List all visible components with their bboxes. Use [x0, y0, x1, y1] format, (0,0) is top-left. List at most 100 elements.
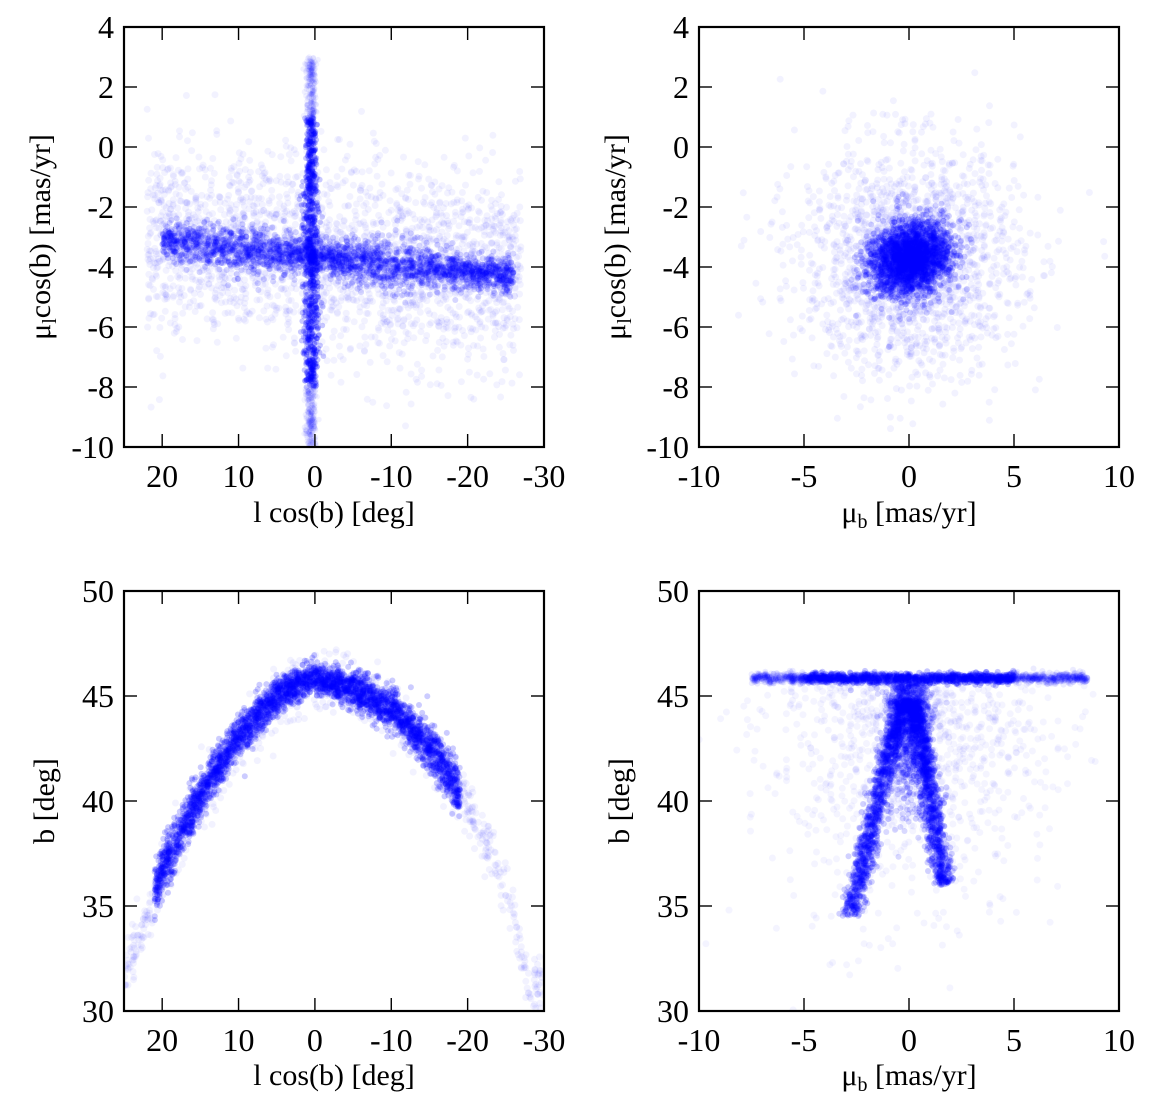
data-point [255, 287, 262, 293]
data-point [465, 254, 473, 262]
data-point [431, 263, 438, 271]
data-point [475, 280, 483, 288]
data-point [230, 299, 238, 307]
data-point [290, 334, 298, 342]
data-point [324, 252, 331, 259]
data-point [178, 170, 186, 178]
data-point [509, 307, 516, 315]
data-point [214, 220, 221, 227]
data-point [458, 197, 466, 205]
data-point [489, 131, 497, 139]
data-point [374, 324, 382, 332]
data-point [264, 244, 272, 252]
data-point [249, 221, 256, 228]
data-point [279, 333, 287, 341]
data-point [482, 221, 490, 229]
data-point [357, 242, 365, 250]
data-point [290, 339, 298, 347]
data-point [220, 236, 227, 243]
data-point [303, 148, 311, 155]
data-point [282, 352, 290, 360]
data-point [458, 278, 466, 286]
data-point [339, 222, 347, 230]
data-point [380, 276, 388, 283]
data-point [189, 227, 196, 235]
data-point [280, 218, 287, 225]
data-point [266, 253, 274, 261]
data-point [380, 260, 387, 267]
data-point [513, 265, 521, 273]
data-point [282, 142, 290, 150]
data-point [353, 371, 361, 378]
data-point [499, 231, 507, 239]
data-point [282, 271, 288, 278]
data-point [289, 180, 297, 188]
data-point [220, 226, 227, 233]
data-point [266, 224, 274, 232]
data-point [485, 266, 492, 273]
data-point [388, 311, 396, 319]
data-point [499, 350, 507, 357]
data-point [322, 345, 330, 353]
data-point [396, 305, 404, 313]
data-point [452, 257, 460, 265]
data-point [181, 303, 189, 311]
data-point [230, 225, 238, 233]
data-point [231, 286, 239, 294]
data-point [455, 245, 463, 253]
data-point [444, 303, 452, 311]
data-point [237, 293, 245, 301]
data-point [171, 321, 179, 329]
data-point [263, 209, 271, 217]
data-point [325, 198, 333, 206]
data-point [343, 315, 351, 323]
data-point [339, 356, 347, 364]
data-point [184, 183, 192, 191]
data-point [234, 242, 242, 250]
data-point [297, 308, 305, 316]
data-point [151, 195, 159, 203]
data-point [218, 284, 226, 292]
data-point [458, 189, 466, 196]
data-point [239, 150, 247, 158]
data-point [490, 227, 498, 235]
data-point [220, 235, 227, 243]
data-point [205, 211, 213, 219]
data-point [419, 270, 427, 278]
data-point [157, 152, 165, 160]
data-point [442, 338, 450, 346]
data-point [363, 283, 370, 290]
data-point [443, 242, 451, 250]
data-point [356, 186, 364, 194]
data-point [393, 228, 401, 236]
data-point [241, 214, 248, 221]
data-point [334, 136, 342, 143]
data-point [294, 262, 300, 269]
data-point [476, 320, 484, 328]
data-point [423, 239, 430, 246]
data-point [404, 280, 412, 288]
data-point [210, 318, 218, 326]
data-point [419, 224, 427, 231]
data-point [413, 316, 421, 324]
data-point [374, 339, 382, 347]
data-point [509, 214, 517, 222]
data-point [366, 282, 374, 290]
data-point [339, 179, 347, 187]
data-point [330, 295, 338, 303]
data-point [203, 276, 211, 283]
data-point [362, 199, 370, 207]
data-point [489, 310, 497, 318]
data-point [214, 239, 221, 246]
data-point [372, 220, 380, 227]
data-point [310, 219, 318, 227]
data-point [460, 236, 468, 244]
data-point [366, 260, 373, 267]
data-point [405, 238, 413, 246]
data-point [320, 288, 328, 296]
data-point [286, 210, 294, 218]
data-point [367, 193, 375, 201]
data-point [197, 290, 204, 298]
data-point [222, 275, 229, 282]
data-point [440, 204, 447, 212]
